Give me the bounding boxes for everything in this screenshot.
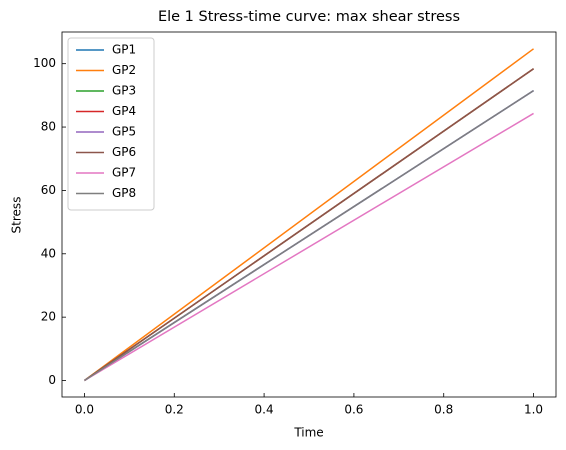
y-axis-label: Stress <box>10 197 24 234</box>
y-tick-label: 100 <box>33 56 56 70</box>
legend-label: GP7 <box>112 166 136 180</box>
legend-label: GP8 <box>112 186 136 200</box>
y-tick-label: 60 <box>41 183 56 197</box>
x-axis-label: Time <box>293 426 323 440</box>
y-tick-label: 20 <box>41 310 56 324</box>
legend-label: GP4 <box>112 104 136 118</box>
plot-frame <box>61 31 557 398</box>
x-tick-label: 0.2 <box>165 403 184 417</box>
series-line <box>84 68 534 382</box>
series-line <box>84 89 534 382</box>
x-tick-label: 1.0 <box>524 403 543 417</box>
y-tick-label: 80 <box>41 120 56 134</box>
legend-label: GP6 <box>112 145 136 159</box>
legend-label: GP2 <box>112 63 136 77</box>
legend-box <box>67 37 155 211</box>
legend-label: GP1 <box>112 43 136 57</box>
legend-label: GP3 <box>112 84 136 98</box>
y-tick-label: 40 <box>41 246 56 260</box>
x-tick-label: 0.0 <box>75 403 94 417</box>
legend-label: GP5 <box>112 125 136 139</box>
y-tick-label: 0 <box>48 373 56 387</box>
series-line <box>84 112 534 382</box>
x-tick-label: 0.6 <box>344 403 363 417</box>
chart-title: Ele 1 Stress-time curve: max shear stres… <box>158 9 460 25</box>
series-line <box>84 48 534 382</box>
x-tick-label: 0.4 <box>255 403 274 417</box>
x-tick-label: 0.8 <box>434 403 453 417</box>
